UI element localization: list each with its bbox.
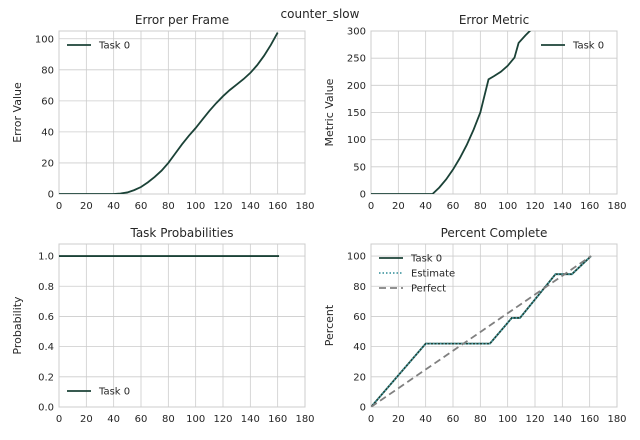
x-tick-label: 40 (107, 414, 120, 425)
x-tick-label: 120 (213, 201, 232, 212)
x-tick-label: 80 (474, 201, 487, 212)
x-tick-label: 40 (107, 201, 120, 212)
chart-title: Percent Complete (441, 226, 548, 240)
y-tick-label: 100 (35, 34, 54, 45)
x-tick-label: 160 (268, 414, 287, 425)
x-tick-label: 160 (580, 201, 599, 212)
legend-label-0: Task 0 (98, 41, 130, 52)
y-tick-label: 0.6 (38, 312, 54, 323)
legend-label-0: Task 0 (410, 254, 442, 265)
x-tick-label: 140 (553, 414, 572, 425)
x-tick-label: 60 (447, 414, 460, 425)
legend-label-0: Task 0 (98, 387, 130, 398)
y-tick-label: 50 (353, 162, 366, 173)
y-tick-label: 0.0 (38, 403, 54, 414)
x-tick-label: 80 (162, 201, 175, 212)
y-tick-label: 200 (347, 81, 366, 92)
x-tick-label: 40 (419, 201, 432, 212)
figure-title: counter_slow (281, 7, 360, 21)
y-tick-label: 150 (347, 108, 366, 119)
x-tick-label: 100 (498, 201, 517, 212)
chart-panel-0: 0 20 40 60 80 100 120 140 160 180 0 20 40 60 80 100 Erro… (11, 13, 315, 212)
x-tick-label: 80 (474, 414, 487, 425)
y-tick-label: 1.0 (38, 252, 54, 263)
x-tick-label: 60 (135, 414, 148, 425)
x-tick-label: 0 (368, 201, 374, 212)
x-tick-label: 160 (580, 414, 599, 425)
x-tick-label: 0 (368, 414, 374, 425)
x-tick-label: 60 (447, 201, 460, 212)
y-axis-label: Percent (323, 304, 336, 346)
y-tick-label: 250 (347, 54, 366, 65)
plot-area (58, 243, 306, 408)
y-tick-label: 60 (41, 96, 54, 107)
x-tick-label: 140 (241, 414, 260, 425)
y-tick-label: 300 (347, 27, 366, 38)
y-tick-label: 20 (41, 158, 54, 169)
y-tick-label: 60 (353, 312, 366, 323)
legend-label-1: Estimate (411, 269, 455, 280)
x-tick-label: 120 (525, 414, 544, 425)
y-tick-label: 20 (353, 372, 366, 383)
x-tick-label: 140 (553, 201, 572, 212)
legend-label-0: Task 0 (572, 41, 604, 52)
chart-panel-3: 0 20 40 60 80 100 120 140 160 180 0 20 40 60 80 100 Perc… (323, 226, 627, 425)
x-tick-label: 140 (241, 201, 260, 212)
x-tick-label: 20 (392, 201, 405, 212)
x-tick-label: 0 (56, 201, 62, 212)
series-line-0 (59, 32, 279, 194)
x-tick-label: 100 (186, 201, 205, 212)
x-tick-label: 40 (419, 414, 432, 425)
y-tick-label: 0 (48, 190, 54, 201)
x-tick-label: 20 (80, 414, 93, 425)
y-tick-label: 0.2 (38, 372, 54, 383)
legend-label-2: Perfect (411, 284, 446, 295)
chart-panel-1: 0 20 40 60 80 100 120 140 160 180 0 50 100 150 200 250 3… (323, 13, 627, 212)
series-line-2 (371, 255, 592, 407)
x-tick-label: 180 (295, 201, 314, 212)
x-tick-label: 120 (525, 201, 544, 212)
x-tick-label: 160 (268, 201, 287, 212)
x-tick-label: 180 (607, 414, 626, 425)
y-tick-label: 0 (360, 403, 366, 414)
y-tick-label: 0 (360, 190, 366, 201)
y-tick-label: 80 (41, 65, 54, 76)
x-tick-label: 100 (498, 414, 517, 425)
series-line-1 (371, 255, 592, 407)
x-tick-label: 180 (295, 414, 314, 425)
plot-area (58, 30, 306, 195)
chart-title: Error per Frame (135, 13, 229, 27)
y-tick-label: 100 (347, 252, 366, 263)
y-tick-label: 0.8 (38, 282, 54, 293)
x-tick-label: 20 (392, 414, 405, 425)
x-tick-label: 120 (213, 414, 232, 425)
y-axis-label: Error Value (11, 82, 24, 143)
chart-title: Error Metric (459, 13, 529, 27)
x-tick-label: 0 (56, 414, 62, 425)
y-tick-label: 40 (353, 342, 366, 353)
x-tick-label: 80 (162, 414, 175, 425)
y-axis-label: Probability (11, 296, 24, 355)
series-line-0 (371, 31, 532, 194)
x-tick-label: 60 (135, 201, 148, 212)
y-tick-label: 40 (41, 127, 54, 138)
x-tick-label: 100 (186, 414, 205, 425)
y-tick-label: 100 (347, 135, 366, 146)
y-tick-label: 80 (353, 282, 366, 293)
y-axis-label: Metric Value (323, 78, 336, 146)
x-tick-label: 20 (80, 201, 93, 212)
chart-title: Task Probabilities (129, 226, 233, 240)
y-tick-label: 0.4 (38, 342, 54, 353)
x-tick-label: 180 (607, 201, 626, 212)
chart-panel-2: 0 20 40 60 80 100 120 140 160 180 0.0 0.2 0.4 0.6 0.8 1… (11, 226, 315, 425)
